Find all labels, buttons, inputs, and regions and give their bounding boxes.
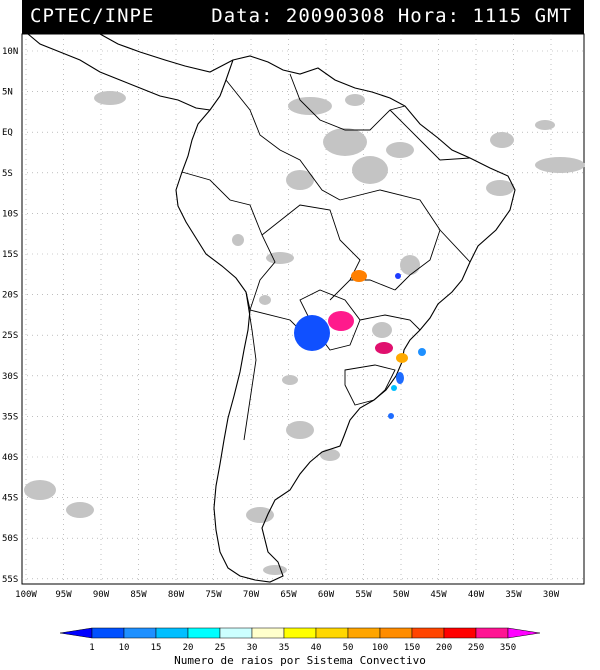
lat-label: 10S [2,209,18,219]
lon-label: 30W [543,590,560,600]
central-america-outline [27,33,211,111]
colorbar-swatch [251,627,285,639]
lightning-cells [294,270,426,419]
date-time-stamp: Data: 20090308 Hora: 1115 GMT [211,5,572,27]
lat-label: EQ [2,128,13,138]
map-frame [21,33,585,585]
colorbar-swatch [155,627,189,639]
lon-label: 70W [243,590,260,600]
lon-label: 35W [505,590,522,600]
colorbar-tick: 15 [151,643,162,653]
colorbar-swatch [379,627,413,639]
colorbar-swatch [475,627,509,639]
lon-label: 95W [55,590,72,600]
lon-label: 80W [168,590,185,600]
colorbar-swatch [507,627,541,639]
lat-label: 5N [2,88,13,98]
lon-label: 65W [280,590,297,600]
lat-label: 40S [2,453,18,463]
colorbar-swatch [187,627,221,639]
colorbar-swatch [283,627,317,639]
lon-label: 85W [130,590,147,600]
lat-label: 45S [2,494,18,504]
colorbar: 1 10 15 20 25 30 35 40 50 100 150 200 250 350 [59,627,541,653]
cell-blue-small [418,348,426,356]
colorbar-swatch [123,627,157,639]
colorbar-tick: 250 [468,643,484,653]
cell-blue-sea [388,413,394,419]
colorbar-tick: 350 [500,643,516,653]
lat-label: 30S [2,372,18,382]
colorbar-tick: 1 [89,643,94,653]
agency-label: CPTEC/INPE [30,5,155,27]
lat-label: 10N [2,47,18,57]
lat-label: 25S [2,331,18,341]
lon-label: 75W [205,590,222,600]
cloud-cover [24,91,585,575]
latitude-labels: 10N 5N EQ 5S 10S 15S 20S 25S 30S 35S 40S 45S 50S 55S [2,47,18,585]
lon-label: 40W [468,590,485,600]
colorbar-caption: Numero de raios por Sistema Convectivo [174,654,426,667]
cell-blue-coast [396,372,404,384]
header-bar: CPTEC/INPE Data: 20090308 Hora: 1115 GMT [22,0,584,34]
central-america-coast [99,33,234,73]
cell-magenta [328,311,354,331]
lat-label: 50S [2,534,18,544]
south-america-outline [175,55,516,583]
colorbar-swatch [315,627,349,639]
lon-label: 45W [430,590,447,600]
lat-label: 55S [2,575,18,585]
colorbar-swatch [219,627,253,639]
country-borders [181,73,471,441]
colorbar-tick: 30 [247,643,258,653]
colorbar-swatch [443,627,477,639]
lat-label: 35S [2,412,18,422]
cell-gold [396,353,408,363]
colorbar-tick: 40 [311,643,322,653]
colorbar-swatch [59,627,93,639]
cell-blue-large [294,315,330,351]
colorbar-tick: 100 [372,643,388,653]
longitude-labels: 100W 95W 90W 85W 80W 75W 70W 65W 60W 55W 50W 45W 40W… [15,590,560,600]
colorbar-tick: 200 [436,643,452,653]
colorbar-swatch [411,627,445,639]
cell-orange [351,270,367,282]
lon-label: 55W [355,590,372,600]
colorbar-tick: 150 [404,643,420,653]
colorbar-tick: 35 [279,643,290,653]
colorbar-tick: 20 [183,643,194,653]
colorbar-tick: 50 [343,643,354,653]
cell-cyan-coast [391,385,397,391]
colorbar-swatch [347,627,381,639]
lat-label: 5S [2,169,13,179]
lon-label: 90W [93,590,110,600]
lon-label: 100W [15,590,37,600]
colorbar-tick: 25 [215,643,226,653]
cell-blue-tiny [395,273,401,279]
colorbar-tick: 10 [119,643,130,653]
lat-label: 15S [2,250,18,260]
lat-label: 20S [2,291,18,301]
cell-magenta-small [375,342,393,354]
lon-label: 50W [393,590,410,600]
lon-label: 60W [318,590,335,600]
colorbar-swatch [91,627,125,639]
